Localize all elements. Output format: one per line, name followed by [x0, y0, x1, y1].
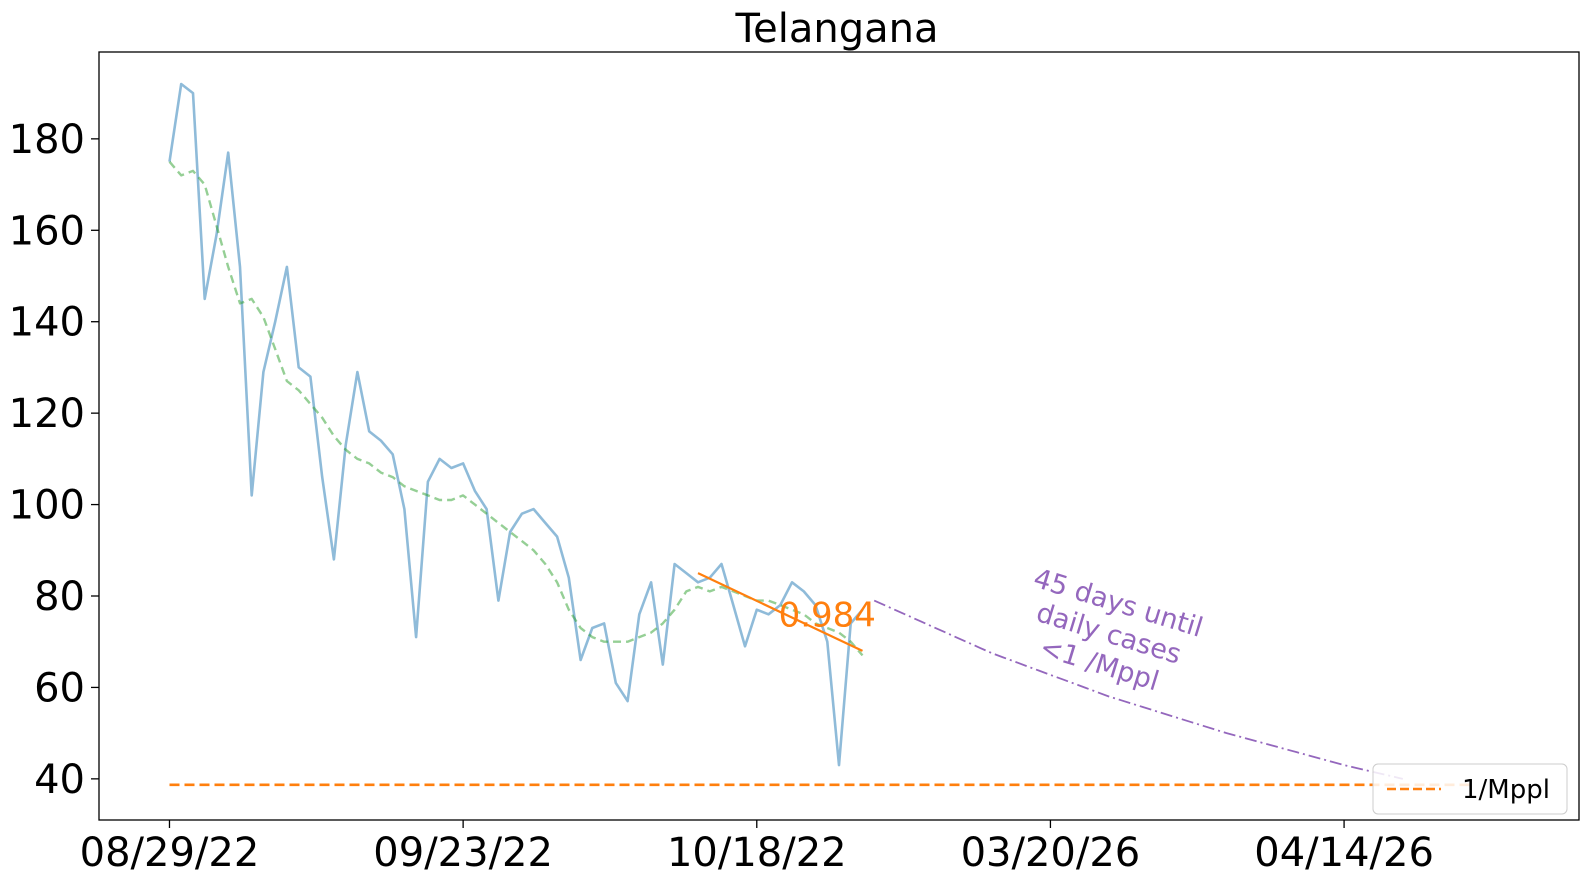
series-daily-line	[168, 82, 864, 767]
series-trend-line	[697, 572, 863, 652]
trend-rate-label: 0.984	[779, 595, 876, 635]
legend: 1/Mppl	[1372, 763, 1568, 815]
y-tick-label: 120	[9, 391, 85, 437]
x-tick-label: 09/23/22	[373, 830, 553, 876]
y-tick-label: 160	[9, 208, 85, 254]
y-tick-label: 80	[34, 574, 85, 620]
legend-label-1mppl: 1/Mppl	[1462, 775, 1550, 805]
series-layer	[168, 82, 1474, 787]
y-tick-label: 140	[9, 300, 85, 346]
x-tick-label: 03/20/26	[961, 830, 1141, 876]
y-tick-label: 40	[34, 757, 85, 803]
x-tick-label: 10/18/22	[667, 830, 847, 876]
y-tick-label: 180	[9, 117, 85, 163]
y-tick-label: 60	[34, 665, 85, 711]
x-axis: 08/29/22 09/23/22 10/18/22 03/20/26 04/14/26	[80, 820, 1434, 876]
x-tick-label: 04/14/26	[1254, 830, 1434, 876]
series-smoothed-line	[168, 160, 864, 657]
y-tick-label: 100	[9, 483, 85, 529]
series-projection-line	[873, 599, 1404, 780]
chart-title: Telangana	[735, 6, 939, 52]
y-axis: 40 60 80 100 120 140 160 180	[9, 117, 99, 803]
x-tick-label: 08/29/22	[80, 830, 260, 876]
plot-frame	[98, 51, 1580, 821]
legend-box	[1372, 763, 1568, 815]
